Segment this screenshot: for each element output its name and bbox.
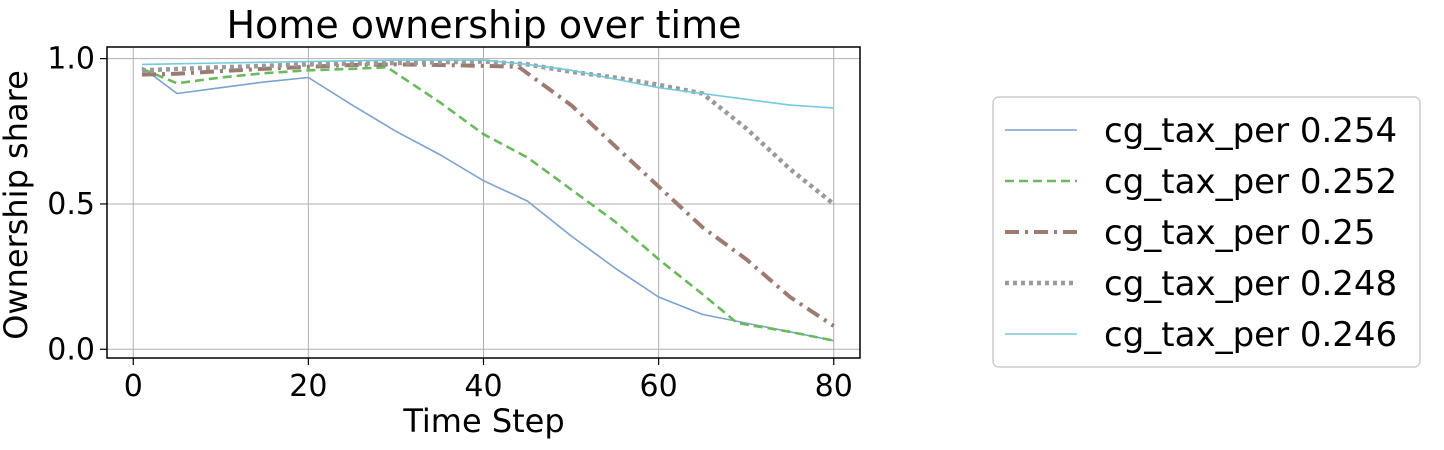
y-tick-label: 0.5 [47, 187, 95, 222]
series-line-1 [141, 66, 834, 342]
legend-box [992, 96, 1421, 368]
legend: cg_tax_per 0.254 cg_tax_per 0.252 cg_tax_p… [992, 96, 1421, 368]
series-line-4 [141, 59, 836, 206]
x-tick-label: 20 [289, 369, 327, 404]
y-tick-label: 1.0 [47, 42, 95, 77]
x-tick-label: 40 [464, 369, 502, 404]
series-line-2 [141, 66, 834, 342]
y-tick-label: 0.0 [47, 332, 95, 367]
chart-title: Home ownership over time [226, 3, 741, 47]
series-lines [141, 59, 836, 342]
legend-label-3: cg_tax_per 0.25 [1104, 213, 1376, 253]
series-line-5 [141, 59, 834, 109]
x-axis-label: Time Step [402, 402, 564, 440]
legend-label-5: cg_tax_per 0.246 [1104, 315, 1397, 355]
legend-label-4: cg_tax_per 0.248 [1104, 264, 1397, 304]
x-tick-label: 80 [815, 369, 853, 404]
axis-ticks: 0 20 40 60 80 0.0 0.5 1.0 [47, 42, 853, 404]
x-tick-label: 60 [640, 369, 678, 404]
grid-lines [107, 47, 860, 358]
series-line-3 [141, 62, 835, 328]
x-tick-label: 0 [124, 369, 143, 404]
legend-label-2: cg_tax_per 0.252 [1104, 162, 1397, 202]
legend-label-1: cg_tax_per 0.254 [1104, 111, 1397, 151]
y-axis-label: Ownership share [0, 70, 35, 340]
